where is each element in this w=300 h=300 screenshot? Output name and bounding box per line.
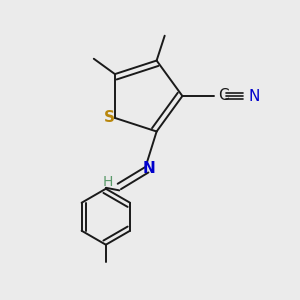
Text: N: N [248,88,260,104]
Text: C: C [218,88,228,103]
Text: S: S [103,110,115,125]
Text: N: N [142,161,155,176]
Text: H: H [102,175,113,188]
